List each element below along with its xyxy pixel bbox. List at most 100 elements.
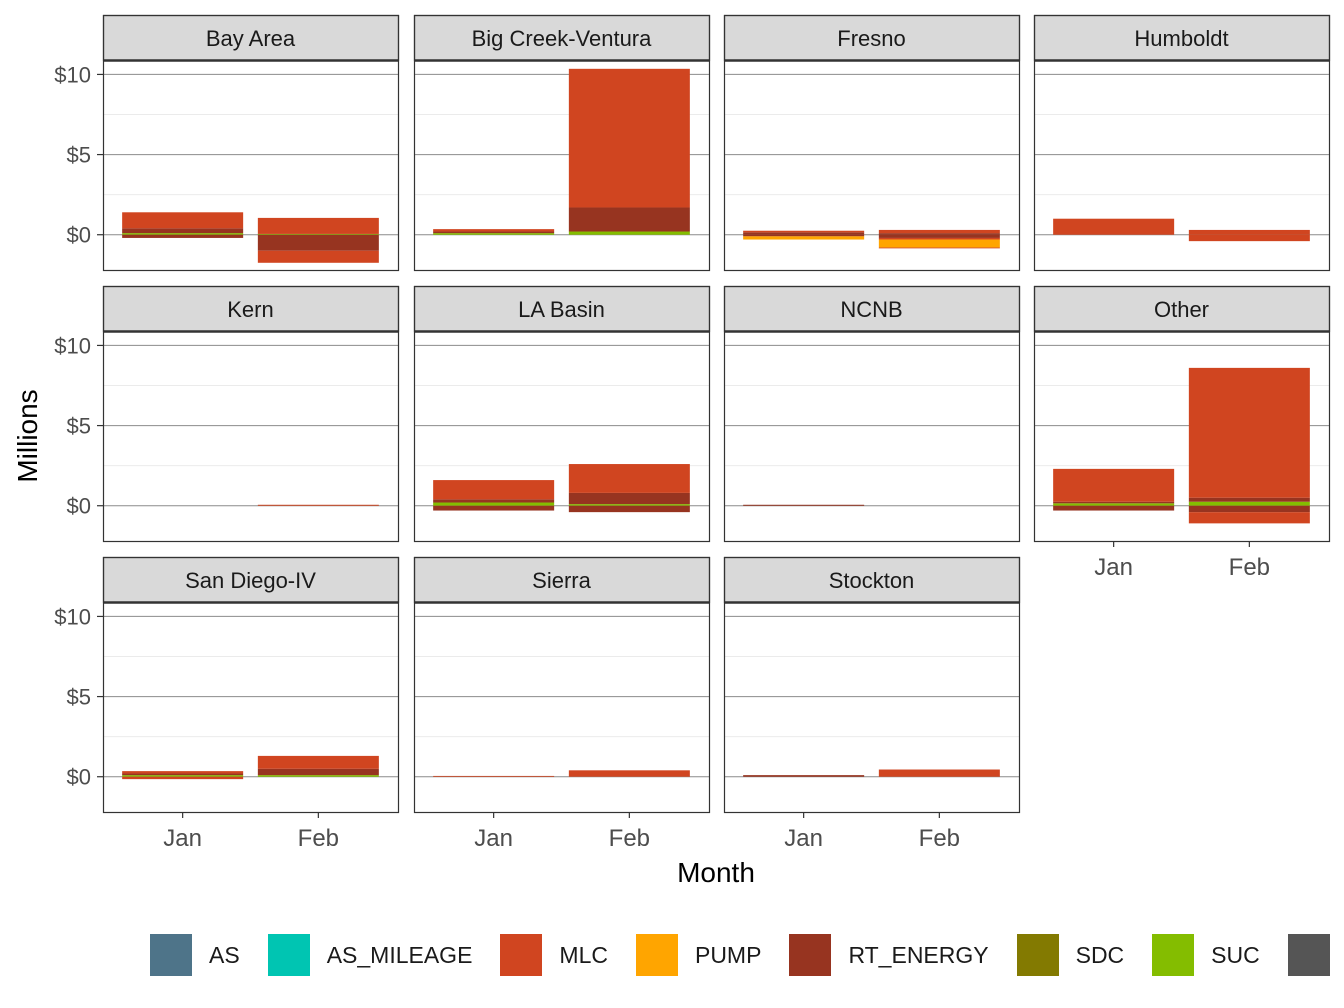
bar-segment-pump [878,239,1000,248]
legend-item-rt-energy: RT_ENERGY [789,934,989,976]
legend-item-as: AS [150,934,240,976]
bar-segment-suc [433,502,555,506]
panel-border [1033,14,1331,272]
bar-segment-suc [1053,503,1175,506]
facet-humboldt: Humboldt [1033,14,1331,272]
bar-segment-mlc [433,480,555,500]
bar-segment-rt-energy [743,504,865,506]
facet-strip-label: Fresno [837,26,905,51]
bar-segment-suc [122,233,244,235]
facet-la-basin: LA Basin [413,285,711,543]
bar-segment-rt-energy [1188,505,1310,513]
facet-strip [102,14,400,62]
legend-label: AS_MILEAGE [326,941,473,968]
facet-panels: Bay Area $0 $5 $10 Big Creek-Ventura Fresno Hu… [54,14,1331,852]
legend-item-pump: PUMP [635,934,762,976]
facet-other: Other Jan Feb [1033,285,1331,581]
bar-segment-mlc [878,229,1000,234]
panel-border [413,556,711,814]
bar-segment-mlc [1188,512,1310,524]
legend-item-mlc: MLC [500,934,608,976]
y-tick-label: $0 [67,765,91,790]
facet-strip-label: LA Basin [518,297,605,322]
legend-label: RT_ENERGY [848,941,989,968]
facet-strip-label: Bay Area [206,26,296,51]
bar-segment-rt-energy [1053,505,1175,511]
bar-segment-suc [433,233,555,235]
plot-background [103,602,399,812]
y-tick-label: $10 [54,62,91,87]
bar-segment-mlc [568,464,690,493]
facet-strip-label: Other [1154,297,1209,322]
legend-swatch [150,934,192,976]
facet-stockton: Stockton Jan Feb [723,556,1021,852]
legend-swatch [500,934,543,976]
y-tick-label: $5 [67,685,91,710]
bar-segment-suc [257,775,379,777]
bar-segment-rt-energy [568,492,690,505]
bar-segment-suc [568,504,690,506]
facet-ncnb: NCNB [723,285,1021,543]
facet-strip-label: Humboldt [1134,26,1228,51]
bar-segment-mlc [743,230,865,233]
y-tick-label: $10 [54,333,91,358]
bar-segment-rt-energy [878,233,1000,235]
bar-segment-mlc [878,769,1000,777]
legend-label: SUC [1211,941,1260,968]
bar-segment-rt-energy [257,768,379,776]
bar-segment-mlc [1188,234,1310,242]
legend-item-suc: SUC [1152,934,1260,976]
legend-item-as-mileage: AS_MILEAGE [267,934,473,976]
legend-label: PUMP [694,941,762,968]
plot-background [724,331,1020,541]
facet-kern: Kern $0 $5 $10 [54,285,400,543]
bar-segment-rt-energy [568,207,690,232]
bar-segment-rt-energy [743,775,865,777]
bar-segment-mlc [122,771,244,774]
y-tick-label: $0 [67,223,91,248]
panel-border [723,556,1021,814]
bar-segment-mlc [257,504,379,506]
bar-segment-rt-energy [433,231,555,234]
x-tick-label: Jan [163,825,202,852]
x-axis-title: Month [677,857,755,888]
x-tick-label: Jan [474,825,513,852]
bar-segment-mlc [1188,229,1310,235]
panel-border [413,14,711,272]
bar-segment-mlc [568,68,690,208]
bar-segment-mlc [257,217,379,234]
facet-strip-label: NCNB [840,297,902,322]
facet-strip-label: Kern [227,297,273,322]
bar-segment-mlc [257,755,379,769]
panel-border [102,14,400,272]
y-tick-label: $5 [67,143,91,168]
x-tick-label: Jan [784,825,823,852]
bar-segment-rt-energy [743,232,865,235]
bar-segment-rt-energy [878,234,1000,238]
bar-segment-rt-energy [122,234,244,238]
panel-border [723,14,1021,272]
bar-segment-mlc [1053,218,1175,235]
legend-item-tc: TC [1287,934,1344,976]
legend: AS AS_MILEAGE MLC PUMP RT_ENERGY SDC SUC TC [150,934,1344,976]
legend-label: AS [209,941,240,968]
facet-strip [413,556,711,604]
facet-strip-label: Big Creek-Ventura [472,26,653,51]
legend-swatch [1016,934,1059,976]
facet-big-creek-ventura: Big Creek-Ventura [413,14,711,272]
bar-segment-mlc [433,229,555,232]
plot-background [414,602,710,812]
bar-segment-rt-energy [433,499,555,503]
bar-segment-mlc [122,212,244,229]
facet-strip [723,556,1021,604]
bar-segment-mlc [1188,367,1310,498]
bar-segment-mlc [122,776,244,780]
bar-segment-suc [122,775,244,777]
bar-segment-rt-energy [122,773,244,776]
x-tick-label: Feb [919,825,960,852]
bar-segment-mlc [257,250,379,263]
legend-label: SDC [1075,941,1125,968]
y-tick-label: $10 [54,604,91,629]
legend-swatch [267,934,310,976]
